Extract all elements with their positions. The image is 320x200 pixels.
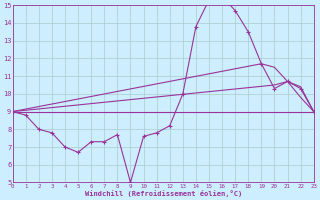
X-axis label: Windchill (Refroidissement éolien,°C): Windchill (Refroidissement éolien,°C): [84, 190, 242, 197]
